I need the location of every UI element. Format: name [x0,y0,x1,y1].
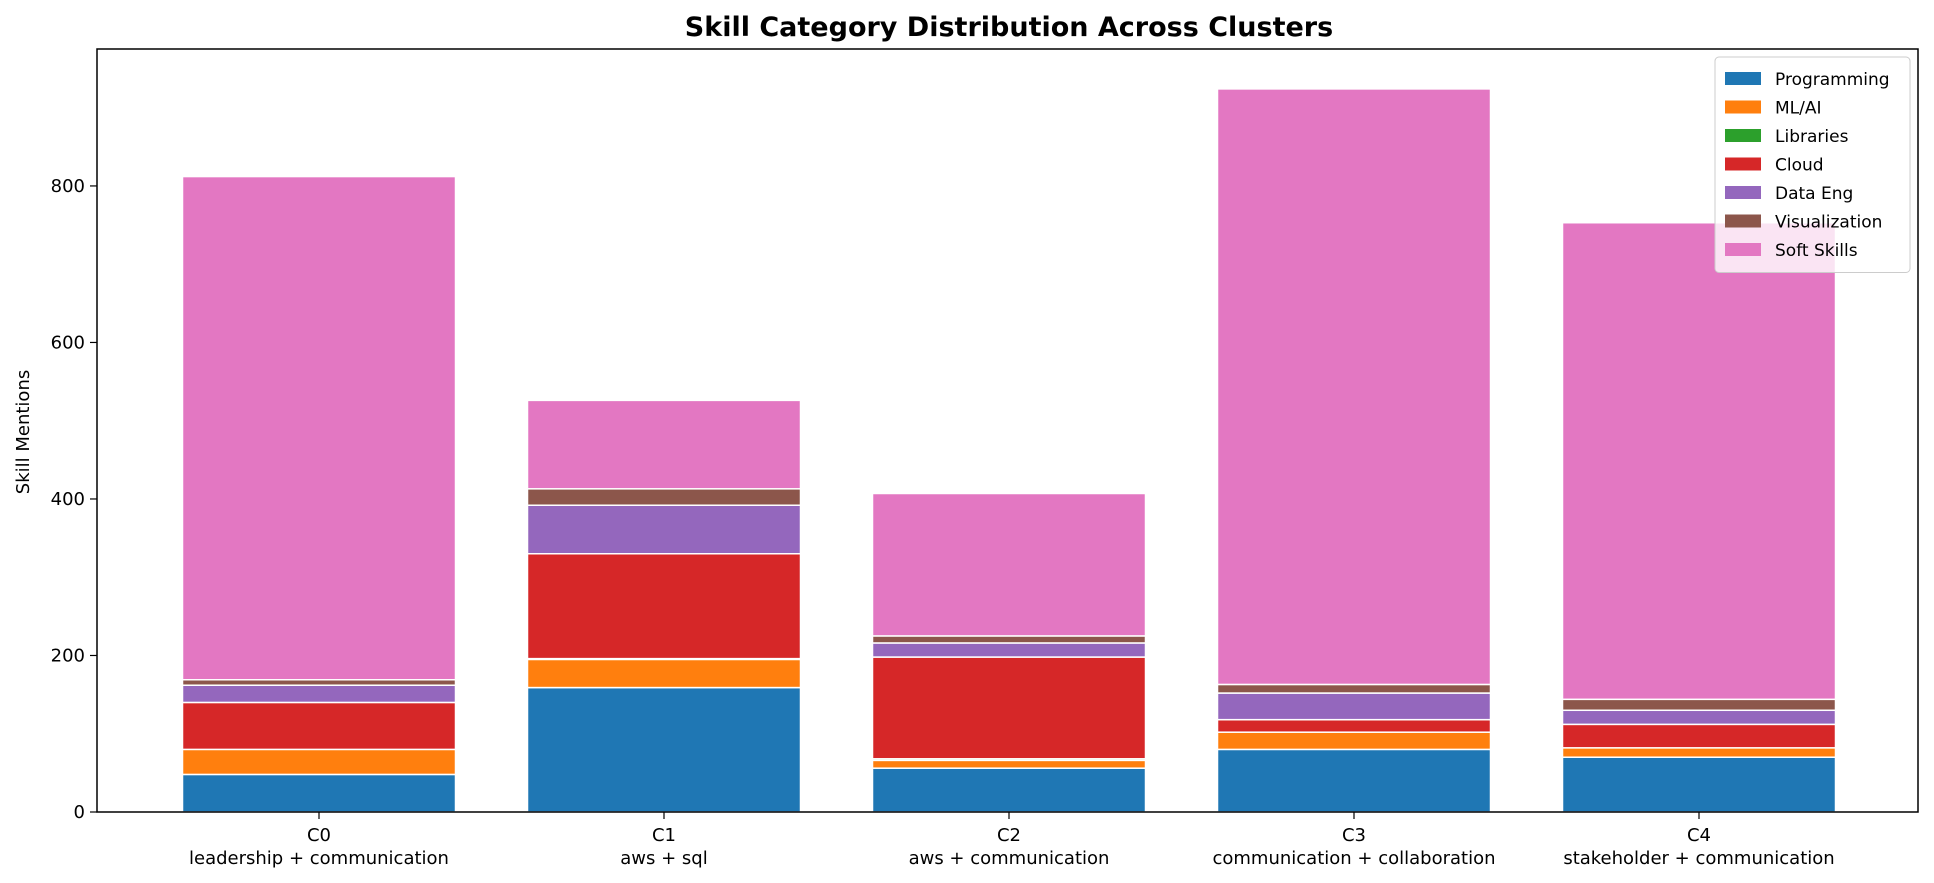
bar-C2-ml-ai [871,759,1147,769]
bar-C2-soft-skills [871,492,1147,637]
bar-C0-soft-skills [181,175,457,681]
bar-C0-cloud [181,701,457,751]
bar-C2-programming [871,767,1147,813]
legend-label: Visualization [1775,213,1882,233]
bar-C1-ml-ai [526,658,802,689]
x-tick-label: C4 [1687,825,1711,846]
bar-C2-cloud [871,656,1147,760]
legend-label: Programming [1775,70,1890,90]
legend-swatch [1725,100,1761,114]
bar-C4-visualization [1561,698,1837,712]
y-tick-label: 600 [51,332,85,353]
bar-C4-cloud [1561,723,1837,749]
legend-label: Libraries [1775,127,1849,147]
bar-C1-cloud [526,553,802,660]
bar-C0-data-eng [181,684,457,704]
x-tick-sublabel: aws + communication [909,848,1110,869]
bars-group [181,88,1837,813]
bar-C2-visualization [871,635,1147,644]
bar-C1-data-eng [526,504,802,555]
legend-swatch [1725,186,1761,199]
bar-C3-data-eng [1216,692,1492,721]
y-axis: 0 200 400 600 800 [51,176,97,823]
bar-C4-soft-skills [1561,221,1837,701]
legend-swatch [1725,214,1761,228]
legend-swatch [1725,243,1761,256]
y-tick-label: 800 [51,176,85,197]
bar-C1-programming [526,686,802,813]
legend-label: ML/AI [1775,99,1822,119]
y-axis-label: Skill Mentions [13,370,34,494]
x-tick-label: C3 [1342,825,1366,846]
bar-C1-visualization [526,488,802,506]
x-tick-sublabel: stakeholder + communication [1563,848,1834,869]
bar-C3-visualization [1216,683,1492,694]
bar-C1-soft-skills [526,399,802,490]
plot-frame [96,48,1919,813]
bar-C3-soft-skills [1216,88,1492,686]
legend-swatch [1725,157,1761,171]
x-tick-label: C0 [307,825,331,846]
legend: Programming ML/AI Libraries Cloud Data Eng Vi… [1714,56,1911,273]
legend-swatch [1725,72,1761,85]
bar-C0-programming [181,773,457,813]
bar-C3-ml-ai [1216,731,1492,751]
bar-C2-data-eng [871,642,1147,658]
x-tick-sublabel: communication + collaboration [1212,848,1495,869]
x-tick-sublabel: aws + sql [620,848,707,869]
y-tick-label: 400 [51,489,85,510]
bar-C0-visualization [181,678,457,686]
bar-C3-cloud [1216,718,1492,733]
bar-C4-data-eng [1561,709,1837,726]
x-tick-label: C2 [997,825,1021,846]
bar-C0-ml-ai [181,748,457,776]
bar-C4-programming [1561,756,1837,813]
y-tick-label: 200 [51,645,85,666]
x-tick-label: C1 [652,825,676,846]
chart-title: Skill Category Distribution Across Clust… [685,12,1333,43]
legend-label: Cloud [1775,156,1824,176]
legend-frame [1714,56,1911,273]
bar-C3-programming [1216,748,1492,813]
y-tick-label: 0 [74,802,85,823]
legend-swatch [1725,129,1761,142]
legend-label: Data Eng [1775,184,1853,204]
x-tick-sublabel: leadership + communication [189,848,449,869]
legend-label: Soft Skills [1775,241,1858,261]
bar-C4-ml-ai [1561,747,1837,758]
